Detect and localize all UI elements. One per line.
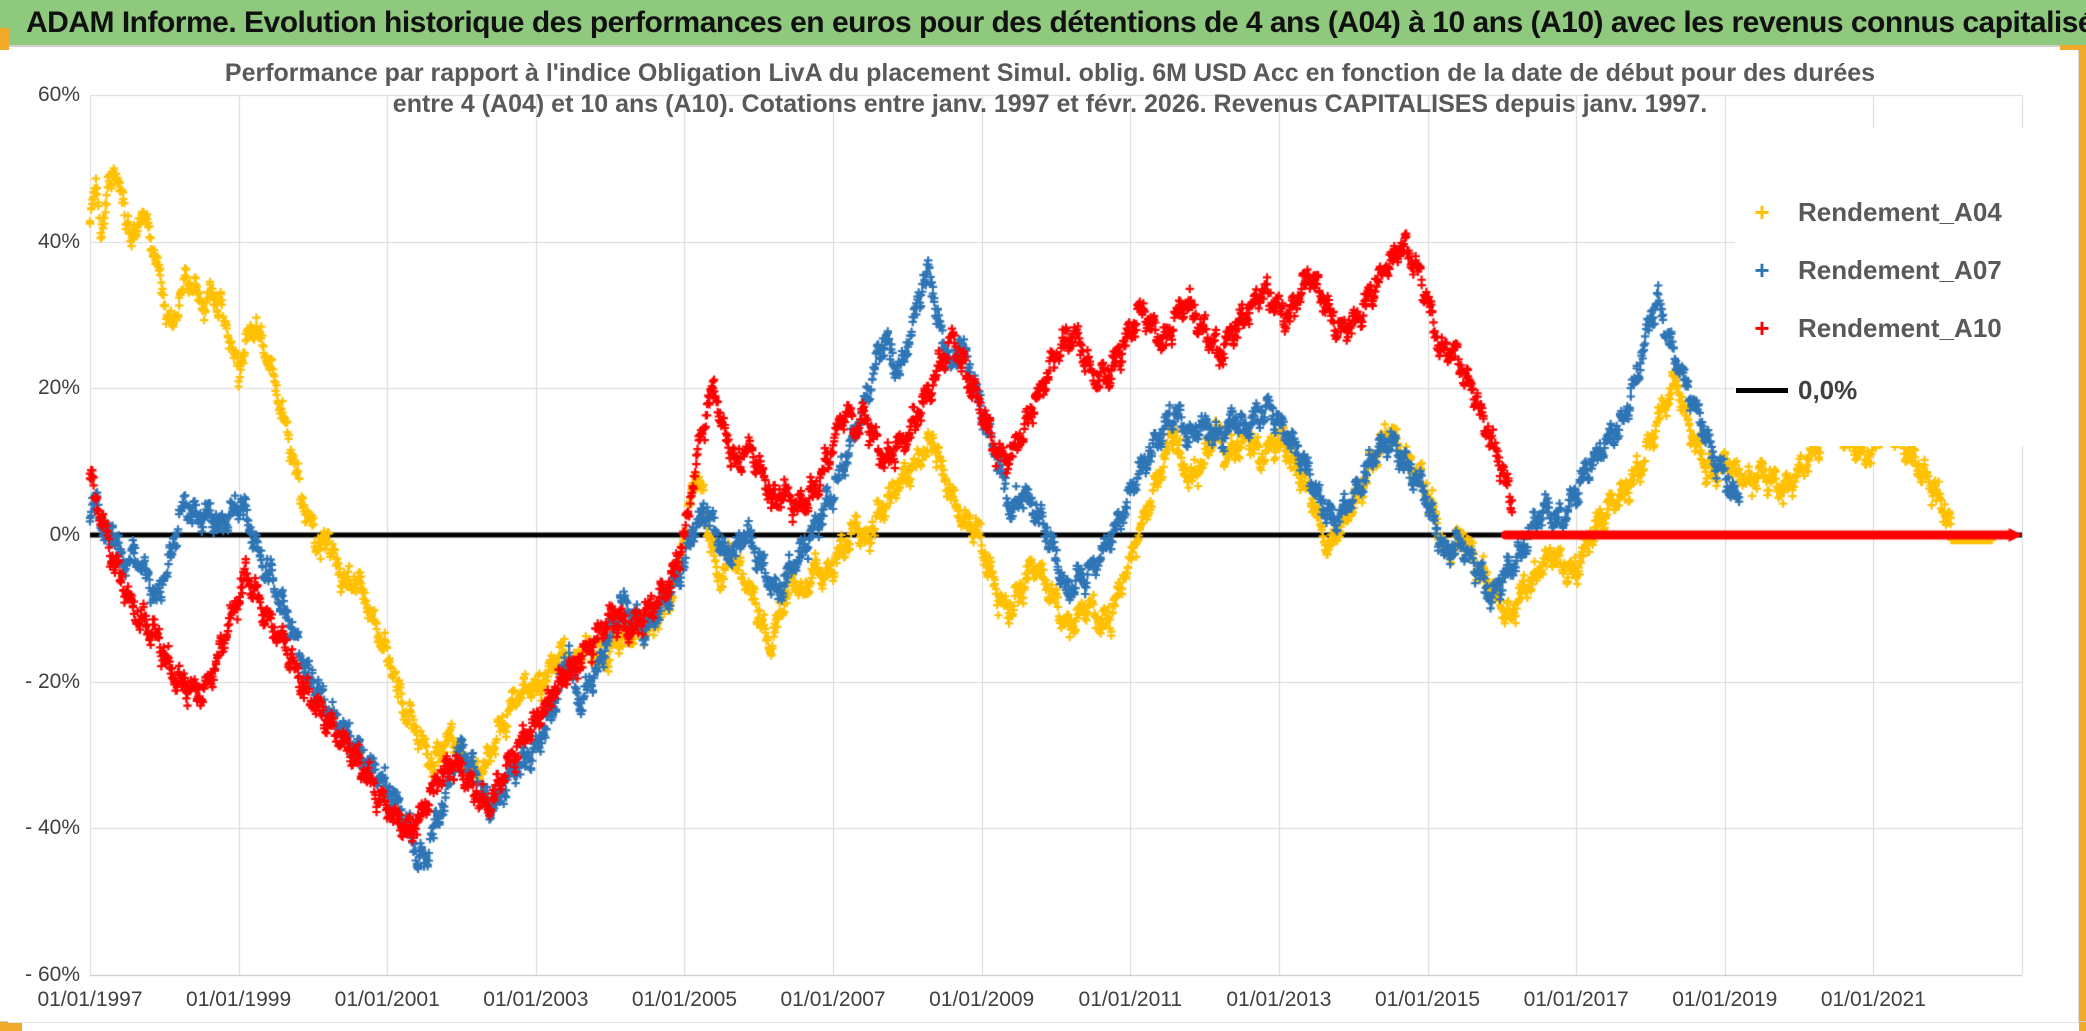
legend-label: Rendement_A10 xyxy=(1798,312,2002,343)
x-tick-label: 01/01/2021 xyxy=(1820,988,1926,1011)
plus-marker-icon: + xyxy=(1754,255,1770,285)
x-tick-label: 01/01/2003 xyxy=(483,988,589,1011)
y-tick-label: 0% xyxy=(49,523,80,546)
x-tick-label: 01/01/2007 xyxy=(780,988,886,1011)
chart-title-line2: entre 4 (A04) et 10 ans (A10). Cotations… xyxy=(392,90,1708,118)
x-tick-label: 01/01/2011 xyxy=(1078,988,1183,1011)
legend-item-rendement_a04: + Rendement_A04 xyxy=(1736,190,2002,234)
x-tick-label: 01/01/2019 xyxy=(1672,988,1778,1011)
plus-marker-icon: + xyxy=(1754,197,1770,227)
legend-label: Rendement_A04 xyxy=(1798,196,2002,227)
legend-label: Rendement_A07 xyxy=(1798,254,2002,285)
x-tick-label: 01/01/2001 xyxy=(334,988,440,1011)
legend-item-rendement_a07: + Rendement_A07 xyxy=(1736,248,2002,292)
y-tick-label: 60% xyxy=(37,83,80,106)
x-tick-label: 01/01/2009 xyxy=(929,988,1035,1011)
x-tick-label: 01/01/2015 xyxy=(1374,988,1481,1011)
y-tick-label: - 60% xyxy=(25,963,80,986)
y-tick-label: 20% xyxy=(37,376,80,400)
x-tick-label: 01/01/2017 xyxy=(1523,988,1629,1011)
y-tick-label: 40% xyxy=(37,229,80,253)
x-tick-label: 01/01/2005 xyxy=(631,988,737,1011)
x-tick-label: 01/01/2013 xyxy=(1226,988,1332,1011)
x-tick-label: 01/01/1999 xyxy=(186,988,292,1011)
legend-item-zero-line: 0,0% xyxy=(1736,368,1857,412)
legend-label: 0,0% xyxy=(1798,374,1858,405)
legend-item-rendement_a10: + Rendement_A10 xyxy=(1736,306,2002,350)
plus-marker-icon: + xyxy=(1754,313,1770,343)
chart-title: Performance par rapport à l'indice Oblig… xyxy=(60,58,2040,120)
y-tick-label: - 40% xyxy=(25,816,80,840)
chart-title-line1: Performance par rapport à l'indice Oblig… xyxy=(224,59,1876,87)
zero-line-sample-icon xyxy=(1736,387,1788,393)
x-tick-label: 01/01/1997 xyxy=(37,988,143,1011)
legend-panel xyxy=(1735,128,2075,446)
y-tick-label: - 20% xyxy=(25,669,80,693)
